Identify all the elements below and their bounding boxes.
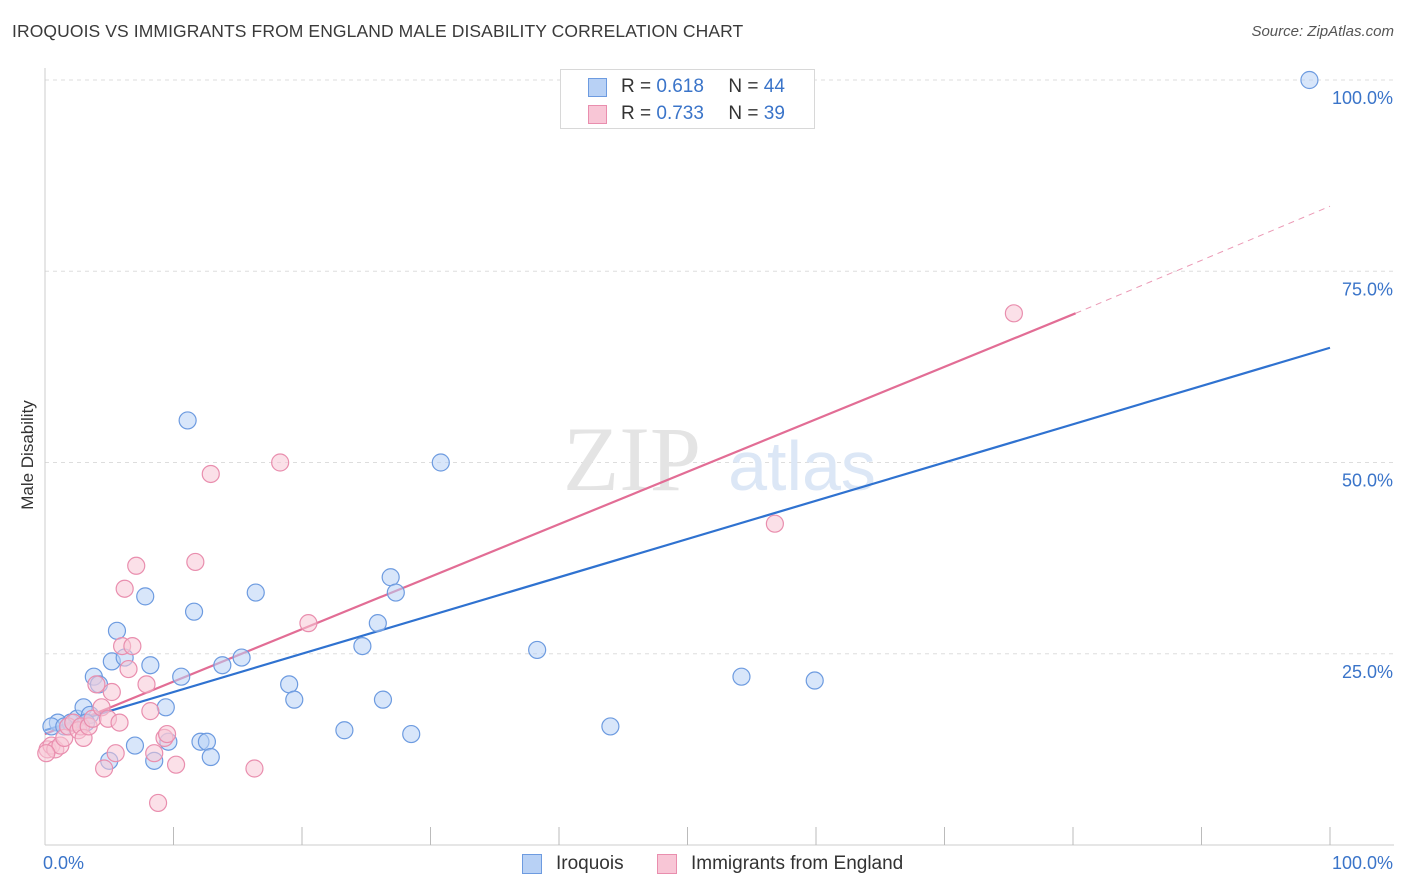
data-point: [166, 755, 186, 774]
data-point: [102, 682, 121, 702]
data-point: [106, 744, 125, 763]
bottom-legend-england: Immigrants from England: [657, 852, 903, 876]
data-point: [232, 648, 251, 667]
data-point: [353, 636, 372, 656]
data-point: [115, 579, 134, 598]
data-point: [123, 636, 142, 656]
data-point: [271, 453, 290, 472]
data-point: [141, 702, 160, 721]
watermark-zip: ZIP: [563, 408, 701, 510]
series-england: [37, 304, 1023, 813]
data-point: [732, 667, 751, 686]
bottom-legend-swatch-blue: [522, 854, 542, 874]
data-point: [186, 552, 205, 572]
data-point: [157, 724, 177, 744]
legend-swatch-blue: [588, 77, 607, 97]
data-point: [805, 671, 824, 690]
legend-r-label: R =: [621, 103, 652, 124]
points-layer: [37, 70, 1319, 813]
bottom-legend-swatch-pink: [657, 854, 677, 874]
data-point: [107, 621, 127, 640]
data-point: [1300, 70, 1319, 90]
data-point: [137, 675, 156, 694]
data-point: [381, 568, 400, 587]
data-point: [386, 583, 405, 602]
legend-row-iroquois: R = 0.618 N = 44: [588, 75, 785, 99]
bottom-legend-iroquois: Iroquois: [522, 852, 624, 876]
y-axis-label: Male Disability: [18, 400, 37, 510]
data-point: [431, 453, 450, 472]
data-point: [246, 583, 265, 602]
x-tick-label: 100.0%: [1332, 853, 1393, 873]
data-point: [201, 747, 220, 767]
data-point: [280, 675, 299, 694]
series-iroquois: [42, 70, 1319, 770]
x-tick-label: 0.0%: [43, 853, 84, 873]
data-point: [299, 614, 318, 633]
trendline-england: [44, 312, 1076, 736]
data-point: [245, 759, 264, 778]
data-point: [145, 744, 164, 763]
data-point: [125, 736, 145, 755]
data-point: [368, 614, 387, 633]
data-point: [184, 602, 204, 621]
data-point: [141, 656, 160, 675]
data-point: [528, 640, 547, 660]
data-point: [95, 759, 114, 778]
data-point: [148, 793, 168, 813]
data-point: [87, 675, 106, 694]
data-point: [110, 713, 129, 732]
y-tick-label: 25.0%: [1342, 662, 1393, 682]
data-point: [213, 656, 232, 675]
legend-r-value: 0.733: [656, 103, 704, 124]
data-point: [765, 514, 784, 533]
data-point: [402, 724, 421, 744]
trendline-england-extension: [1075, 205, 1331, 314]
legend-n-label: N =: [728, 76, 759, 97]
watermark: ZIP atlas: [563, 408, 876, 510]
data-point: [285, 690, 304, 709]
legend-n-value: 44: [763, 76, 785, 97]
legend-row-england: R = 0.733 N = 39: [588, 102, 785, 126]
legend-r-value: 0.618: [656, 76, 704, 97]
data-point: [197, 732, 217, 751]
trendline-iroquois: [44, 346, 1331, 732]
data-point: [1004, 304, 1023, 323]
axis-layer: [44, 68, 1394, 846]
bottom-legend-label: Iroquois: [556, 853, 624, 874]
data-point: [201, 464, 220, 484]
data-point: [178, 411, 197, 430]
legend-r-label: R =: [621, 76, 652, 97]
data-point: [119, 659, 138, 679]
data-point: [601, 717, 620, 736]
data-point: [373, 690, 393, 709]
legend-n-value: 39: [763, 103, 785, 124]
data-point: [335, 721, 354, 740]
watermark-atlas: atlas: [728, 427, 876, 505]
data-point: [136, 587, 155, 606]
chart-title: IROQUOIS VS IMMIGRANTS FROM ENGLAND MALE…: [12, 21, 744, 41]
tick-labels-layer: 25.0% 50.0% 75.0% 100.0% 0.0% 100.0%: [43, 88, 1393, 873]
legend-swatch-pink: [588, 104, 607, 124]
data-point: [37, 744, 56, 763]
correlation-legend: R = 0.618 N = 44 R = 0.733 N = 39: [560, 69, 815, 129]
data-point: [172, 667, 191, 686]
y-tick-label: 75.0%: [1342, 279, 1393, 299]
data-point: [127, 556, 146, 575]
y-tick-label: 50.0%: [1342, 471, 1393, 491]
legend-n-label: N =: [728, 103, 759, 124]
source-label: Source: ZipAtlas.com: [1251, 23, 1394, 40]
data-point: [156, 698, 175, 717]
y-tick-label: 100.0%: [1332, 88, 1393, 108]
grid-layer: [45, 79, 1394, 655]
bottom-legend-label: Immigrants from England: [691, 853, 904, 874]
